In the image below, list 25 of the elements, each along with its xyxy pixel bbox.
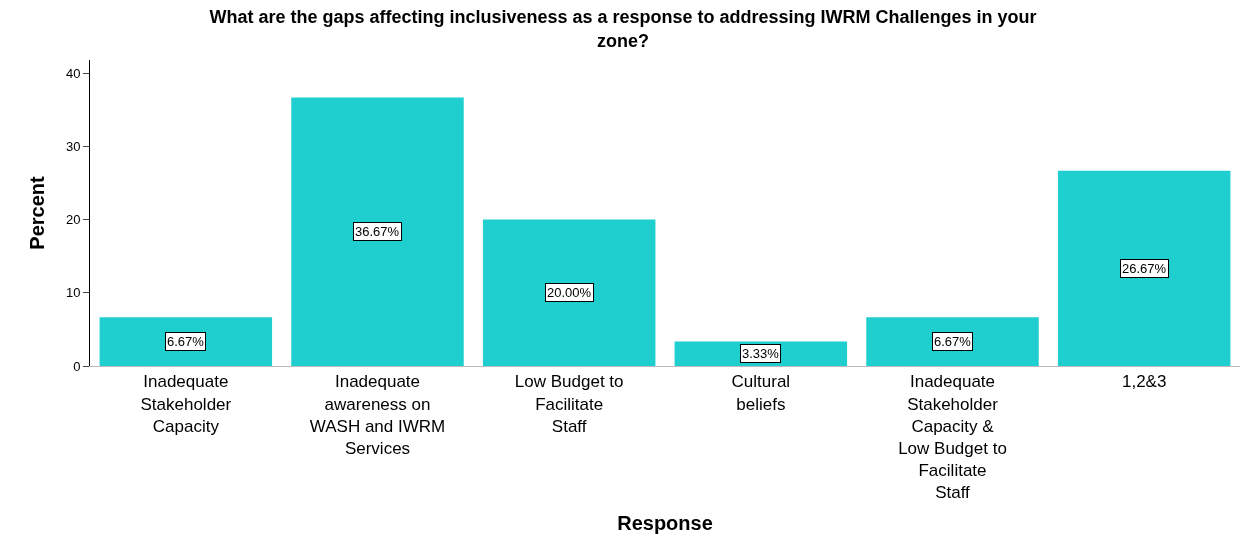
x-tick-label: Inadequate Stakeholder Capacity [140,372,232,436]
y-tick-label: 10 [65,285,81,301]
y-axis-title: Percent [26,175,49,250]
data-label: 26.67% [1122,261,1167,276]
x-tick-label: Low Budget to Facilitate Staff [514,372,624,436]
x-tick-label: 1,2&3 [1121,372,1167,392]
data-label: 36.67% [355,224,400,239]
data-label: 3.33% [742,346,780,361]
y-tick-label: 40 [65,65,81,81]
x-tick-label: Inadequate awareness on WASH and IWRM Services [309,372,446,458]
bar [1057,170,1231,366]
y-tick-label: 0 [73,358,81,374]
chart-title: What are the gaps affecting inclusiveness as a response to addressing IWRM Challenges in your zone? [209,7,1037,51]
data-label: 6.67% [934,334,972,349]
data-label: 6.67% [167,334,205,349]
y-tick-label: 30 [65,138,81,154]
x-tick-label: Inadequate Stakeholder Capacity & Low Budget to Facilitate Staff [898,372,1007,502]
data-label: 20.00% [547,285,592,300]
bar [291,97,464,366]
x-tick-label: Cultural beliefs [731,372,791,414]
x-axis-title: Response [617,512,713,535]
y-tick-label: 20 [65,212,81,228]
bar [99,317,273,366]
bar [482,219,656,366]
bar [866,317,1039,366]
